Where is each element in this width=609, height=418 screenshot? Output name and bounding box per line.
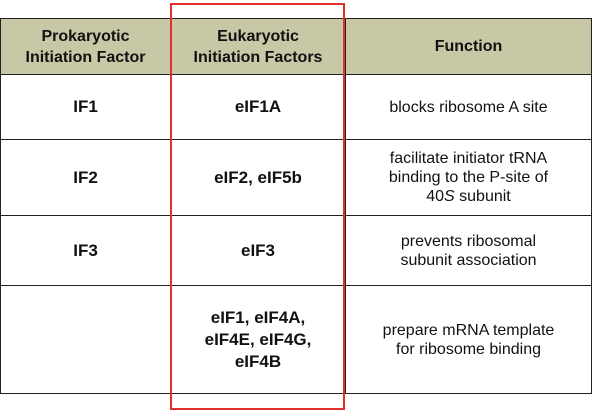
cell-prokaryotic: IF1	[0, 74, 171, 140]
cell-function: facilitate initiator tRNA binding to the…	[345, 139, 592, 216]
function-text: 40	[426, 188, 445, 205]
table-row: eIF1, eIF4A, eIF4E, eIF4G, eIF4B prepare…	[0, 285, 592, 394]
function-line: 40S subunit	[352, 187, 585, 206]
cell-prokaryotic: IF3	[0, 215, 171, 286]
eukaryotic-line: eIF1, eIF4A,	[210, 307, 306, 327]
header-function: Function	[345, 18, 592, 75]
eukaryotic-line: eIF4E, eIF4G,	[204, 329, 312, 349]
function-line: subunit association	[400, 251, 537, 269]
function-line: prepare mRNA template	[382, 321, 555, 339]
cell-function: blocks ribosome A site	[345, 74, 592, 140]
cell-eukaryotic: eIF3	[170, 215, 346, 286]
function-text-italic: S	[444, 188, 455, 205]
header-eukaryotic: Eukaryotic Initiation Factors	[170, 18, 346, 75]
header-prokaryotic-line2: Initiation Factor	[25, 48, 146, 66]
eukaryotic-line: eIF4B	[234, 351, 282, 371]
header-prokaryotic-line1: Prokaryotic	[41, 27, 130, 45]
table-row: IF3 eIF3 prevents ribosomal subunit asso…	[0, 215, 592, 286]
initiation-factors-table: Prokaryotic Initiation Factor Eukaryotic…	[0, 18, 592, 394]
cell-function: prepare mRNA template for ribosome bindi…	[345, 285, 592, 394]
cell-eukaryotic: eIF1, eIF4A, eIF4E, eIF4G, eIF4B	[170, 285, 346, 394]
function-line: prevents ribosomal	[400, 232, 537, 250]
header-eukaryotic-line1: Eukaryotic	[217, 27, 299, 45]
table-row: IF2 eIF2, eIF5b facilitate initiator tRN…	[0, 139, 592, 216]
function-text: subunit	[454, 188, 511, 205]
function-line: for ribosome binding	[396, 340, 541, 358]
cell-function: prevents ribosomal subunit association	[345, 215, 592, 286]
header-eukaryotic-line2: Initiation Factors	[193, 48, 323, 66]
cell-prokaryotic: IF2	[0, 139, 171, 216]
function-line: facilitate initiator tRNA	[389, 150, 548, 167]
cell-eukaryotic: eIF1A	[170, 74, 346, 140]
header-prokaryotic: Prokaryotic Initiation Factor	[0, 18, 171, 75]
cell-eukaryotic: eIF2, eIF5b	[170, 139, 346, 216]
header-row: Prokaryotic Initiation Factor Eukaryotic…	[0, 18, 592, 75]
table-row: IF1 eIF1A blocks ribosome A site	[0, 74, 592, 140]
cell-prokaryotic	[0, 285, 171, 394]
function-line: binding to the P-site of	[388, 169, 549, 186]
